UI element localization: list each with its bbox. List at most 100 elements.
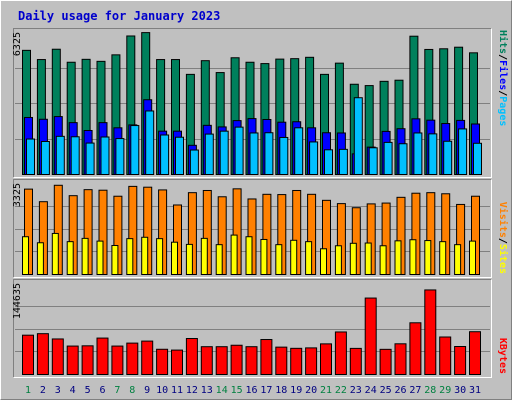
bar-pages-day-23 bbox=[353, 97, 363, 175]
day-label: 15 bbox=[231, 385, 243, 396]
bar-kbytes-day-28 bbox=[424, 289, 437, 375]
day-label: 19 bbox=[290, 385, 302, 396]
day-label: 29 bbox=[439, 385, 451, 396]
bar-sites-day-24 bbox=[364, 242, 372, 276]
bar-pages-day-10 bbox=[160, 134, 170, 175]
bar-sites-day-29 bbox=[439, 241, 447, 276]
bar-sites-day-5 bbox=[81, 237, 89, 276]
bar-sites-day-12 bbox=[185, 243, 193, 275]
day-label: 22 bbox=[335, 385, 347, 396]
bar-kbytes-day-29 bbox=[439, 336, 452, 375]
bar-sites-day-2 bbox=[36, 242, 44, 275]
bar-sites-day-11 bbox=[171, 241, 178, 275]
day-label: 24 bbox=[365, 385, 377, 396]
bar-pages-day-21 bbox=[324, 149, 333, 176]
day-label: 7 bbox=[114, 385, 120, 396]
bar-kbytes-day-18 bbox=[275, 346, 288, 375]
bar-sites-day-23 bbox=[349, 242, 357, 276]
day-label: 17 bbox=[260, 385, 272, 396]
y-max-label: 3325 bbox=[12, 183, 23, 207]
bar-sites-day-13 bbox=[200, 237, 208, 276]
bar-pages-day-28 bbox=[428, 133, 438, 175]
bar-sites-day-17 bbox=[260, 238, 268, 275]
day-label: 26 bbox=[394, 385, 406, 396]
bar-kbytes-day-7 bbox=[111, 345, 124, 376]
bar-kbytes-day-23 bbox=[349, 347, 362, 375]
bar-kbytes-day-22 bbox=[334, 331, 347, 375]
day-label: 9 bbox=[144, 385, 150, 396]
bar-pages-day-3 bbox=[55, 135, 65, 175]
bar-sites-day-21 bbox=[320, 248, 327, 275]
day-label: 21 bbox=[320, 385, 332, 396]
bar-sites-day-20 bbox=[305, 241, 313, 276]
day-label: 12 bbox=[186, 385, 198, 396]
legend-entry: Visits bbox=[497, 202, 509, 238]
legend-entry: Hits bbox=[497, 30, 509, 54]
bar-pages-day-22 bbox=[338, 148, 348, 175]
day-label: 27 bbox=[409, 385, 421, 396]
y-max-label: 6325 bbox=[12, 32, 23, 56]
bar-kbytes-day-25 bbox=[379, 348, 392, 375]
bar-kbytes-day-27 bbox=[409, 322, 422, 375]
bar-sites-day-10 bbox=[156, 238, 164, 275]
bar-sites-day-15 bbox=[230, 234, 238, 276]
bar-kbytes-day-4 bbox=[66, 345, 79, 376]
bar-pages-day-31 bbox=[473, 142, 482, 175]
bar-sites-day-19 bbox=[290, 239, 298, 275]
legend-entry: / bbox=[497, 90, 508, 96]
bar-kbytes-day-2 bbox=[36, 333, 49, 375]
bar-sites-day-7 bbox=[111, 244, 119, 275]
bar-kbytes-day-11 bbox=[171, 349, 183, 375]
legend-requests: Hits/Files/Pages bbox=[497, 30, 509, 126]
legend-kbytes: KBytes bbox=[497, 338, 508, 374]
day-label: 14 bbox=[216, 385, 228, 396]
day-label: 10 bbox=[156, 385, 168, 396]
bar-sites-day-30 bbox=[454, 244, 462, 276]
bar-sites-day-31 bbox=[469, 240, 476, 275]
legend-entry: Files bbox=[497, 60, 509, 90]
panel-requests: 6325 bbox=[12, 28, 492, 178]
day-label: 18 bbox=[275, 385, 287, 396]
day-label: 23 bbox=[350, 385, 362, 396]
bar-kbytes-day-21 bbox=[320, 343, 332, 376]
bar-kbytes-day-15 bbox=[230, 344, 243, 375]
day-label: 25 bbox=[380, 385, 392, 396]
legend-entry: Sites bbox=[497, 244, 509, 274]
bar-sites-day-14 bbox=[215, 244, 223, 276]
bar-kbytes-day-8 bbox=[126, 342, 139, 376]
bar-pages-day-2 bbox=[40, 140, 50, 176]
panel-shadow-edge bbox=[13, 28, 492, 178]
bar-kbytes-day-1 bbox=[22, 334, 34, 376]
bar-kbytes-day-24 bbox=[364, 297, 377, 375]
day-label: 8 bbox=[129, 385, 135, 396]
bar-kbytes-day-16 bbox=[245, 346, 258, 375]
bar-pages-day-14 bbox=[219, 130, 229, 175]
bar-kbytes-day-9 bbox=[141, 340, 154, 375]
bar-pages-day-29 bbox=[443, 140, 453, 175]
bar-pages-day-18 bbox=[279, 136, 289, 176]
bar-sites-day-27 bbox=[409, 239, 417, 276]
bar-pages-day-9 bbox=[145, 110, 155, 175]
bar-kbytes-day-20 bbox=[305, 347, 318, 375]
day-axis: 1 2 3 4 5 6 7 8 9 10 11 12 13 14 15 16 17 18 19 20 21 22 23 24 2… bbox=[25, 385, 481, 396]
bar-sites-day-9 bbox=[141, 236, 149, 275]
day-label: 2 bbox=[40, 385, 46, 396]
bar-kbytes-day-13 bbox=[200, 346, 213, 375]
day-label: 6 bbox=[99, 385, 105, 396]
bar-sites-day-28 bbox=[424, 240, 432, 275]
bar-sites-day-18 bbox=[275, 244, 283, 276]
bar-pages-day-8 bbox=[130, 125, 140, 175]
bar-kbytes-day-10 bbox=[156, 348, 169, 376]
legend-entry: KBytes bbox=[497, 338, 508, 374]
day-label: 11 bbox=[171, 385, 183, 396]
legend-entry: / bbox=[497, 54, 508, 60]
panel-visitors: 3325 bbox=[12, 179, 492, 278]
bar-pages-day-7 bbox=[115, 138, 125, 176]
bar-pages-day-4 bbox=[70, 136, 80, 175]
bar-sites-day-6 bbox=[96, 240, 104, 275]
y-max-label: 144635 bbox=[12, 283, 23, 319]
bar-pages-day-30 bbox=[458, 128, 468, 175]
panel-shadow-edge bbox=[13, 179, 492, 278]
legend-entry: / bbox=[497, 238, 508, 244]
